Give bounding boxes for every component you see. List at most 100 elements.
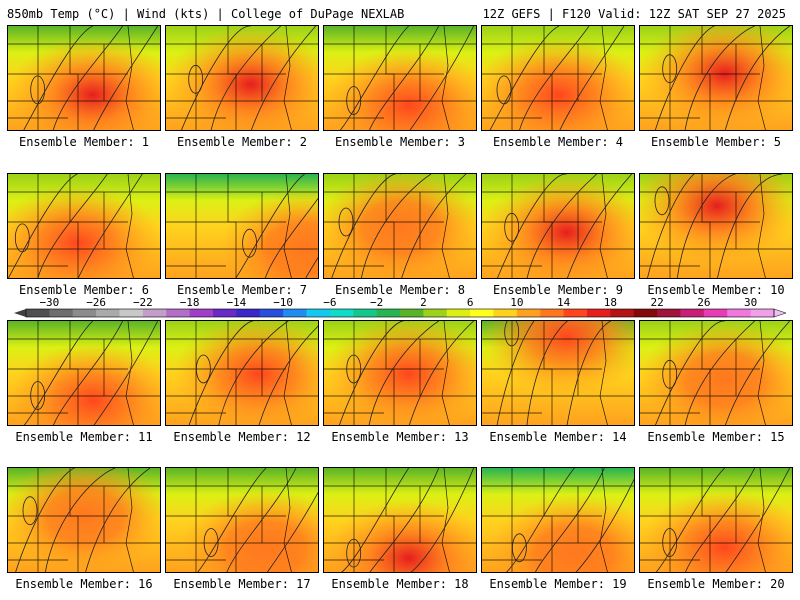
state-borders bbox=[482, 174, 634, 278]
ensemble-map-panel bbox=[481, 173, 635, 279]
isotherm-contours bbox=[655, 468, 791, 572]
ensemble-member-label: Ensemble Member: 18 bbox=[331, 577, 469, 591]
colorbar-tick-label: −22 bbox=[133, 296, 153, 309]
warm-core bbox=[640, 468, 792, 572]
ensemble-map-panel bbox=[639, 25, 793, 131]
warm-core bbox=[482, 321, 634, 425]
warm-core bbox=[166, 321, 318, 425]
colorbar-segment bbox=[516, 309, 541, 317]
colorbar-segment bbox=[470, 309, 494, 317]
warm-core bbox=[482, 26, 634, 130]
colorbar-segment bbox=[329, 309, 354, 317]
colorbar-segment bbox=[96, 309, 120, 317]
state-borders bbox=[8, 321, 160, 425]
ensemble-map-panel bbox=[323, 467, 477, 573]
warm-core bbox=[640, 26, 792, 130]
warm-core bbox=[324, 321, 476, 425]
colorbar-segment bbox=[259, 309, 284, 317]
ensemble-member-label: Ensemble Member: 6 bbox=[18, 283, 150, 297]
colorbar-segment bbox=[213, 309, 237, 317]
warm-core bbox=[482, 468, 634, 572]
ensemble-member-label: Ensemble Member: 17 bbox=[173, 577, 311, 591]
colorbar-segment bbox=[306, 309, 331, 317]
ensemble-member-label: Ensemble Member: 2 bbox=[176, 135, 308, 149]
state-borders bbox=[482, 26, 634, 130]
colorbar-segment bbox=[353, 309, 378, 317]
ensemble-member-label: Ensemble Member: 8 bbox=[334, 283, 466, 297]
ensemble-member-label: Ensemble Member: 1 bbox=[18, 135, 150, 149]
isotherm-contours bbox=[497, 174, 632, 278]
isotherm-contours bbox=[340, 468, 475, 572]
state-borders bbox=[640, 174, 792, 278]
colorbar-segment bbox=[657, 309, 681, 317]
ensemble-map-panel bbox=[165, 25, 319, 131]
state-borders bbox=[166, 321, 318, 425]
colorbar-right-arrow bbox=[773, 308, 787, 318]
colorbar-segment bbox=[400, 309, 424, 317]
isotherm-contours bbox=[647, 174, 783, 278]
colorbar-segment bbox=[633, 309, 658, 317]
colorbar-segment bbox=[446, 309, 471, 317]
colorbar-segment bbox=[587, 309, 611, 317]
colorbar-tick-label: 2 bbox=[420, 296, 427, 309]
isotherm-contours bbox=[655, 321, 790, 425]
ensemble-map-panel bbox=[165, 320, 319, 426]
warm-core bbox=[482, 174, 634, 278]
isotherm-contours bbox=[15, 468, 151, 572]
colorbar-tick-label: 6 bbox=[467, 296, 474, 309]
warm-core bbox=[8, 174, 160, 278]
isotherm-contours bbox=[181, 26, 316, 130]
colorbar-segment bbox=[493, 309, 518, 317]
state-borders bbox=[324, 468, 476, 572]
ensemble-map-panel bbox=[165, 173, 319, 279]
temperature-colorbar: −30−26−22−18−14−10−6−2261014182226303438… bbox=[14, 296, 787, 318]
state-borders bbox=[8, 468, 160, 572]
ensemble-map-panel bbox=[639, 173, 793, 279]
colorbar-tick-label: −14 bbox=[226, 296, 246, 309]
isotherm-contours bbox=[188, 321, 318, 425]
colorbar-tick-label: −30 bbox=[39, 296, 59, 309]
state-borders bbox=[640, 321, 792, 425]
isotherm-contours bbox=[496, 321, 632, 425]
ensemble-member-label: Ensemble Member: 12 bbox=[173, 430, 311, 444]
ensemble-map-panel bbox=[323, 320, 477, 426]
colorbar-segment bbox=[703, 309, 728, 317]
colorbar-segment bbox=[236, 309, 261, 317]
state-borders bbox=[166, 26, 318, 130]
ensemble-map-panel bbox=[165, 467, 319, 573]
warm-core bbox=[8, 321, 160, 425]
colorbar-segment bbox=[142, 309, 167, 317]
ensemble-member-label: Ensemble Member: 13 bbox=[331, 430, 469, 444]
ensemble-member-label: Ensemble Member: 14 bbox=[489, 430, 627, 444]
isotherm-contours bbox=[23, 321, 159, 425]
colorbar-tick-label: −2 bbox=[370, 296, 383, 309]
ensemble-map-panel bbox=[7, 25, 161, 131]
state-borders bbox=[324, 321, 476, 425]
isotherm-contours bbox=[339, 321, 474, 425]
colorbar-segment bbox=[189, 309, 214, 317]
state-borders bbox=[482, 468, 634, 572]
colorbar-tick-label: 26 bbox=[697, 296, 710, 309]
state-borders bbox=[8, 174, 160, 278]
colorbar-segment bbox=[166, 309, 191, 317]
colorbar-segment bbox=[563, 309, 588, 317]
ensemble-member-label: Ensemble Member: 3 bbox=[334, 135, 466, 149]
warm-core bbox=[8, 26, 160, 130]
isotherm-contours bbox=[654, 26, 790, 130]
state-borders bbox=[640, 468, 792, 572]
isotherm-contours bbox=[489, 26, 625, 130]
state-borders bbox=[482, 321, 634, 425]
colorbar-tick-label: 10 bbox=[510, 296, 523, 309]
isotherm-contours bbox=[197, 468, 318, 572]
isotherm-contours bbox=[505, 468, 634, 572]
colorbar-tick-label: 30 bbox=[744, 296, 757, 309]
ensemble-map-panel bbox=[481, 320, 635, 426]
warm-core bbox=[324, 26, 476, 130]
warm-core bbox=[324, 174, 476, 278]
isotherm-contours bbox=[235, 174, 318, 278]
warm-core bbox=[166, 26, 318, 130]
colorbar-tick-label: −18 bbox=[180, 296, 200, 309]
warm-core bbox=[640, 321, 792, 425]
ensemble-map-panel bbox=[7, 467, 161, 573]
colorbar-segment bbox=[727, 309, 752, 317]
